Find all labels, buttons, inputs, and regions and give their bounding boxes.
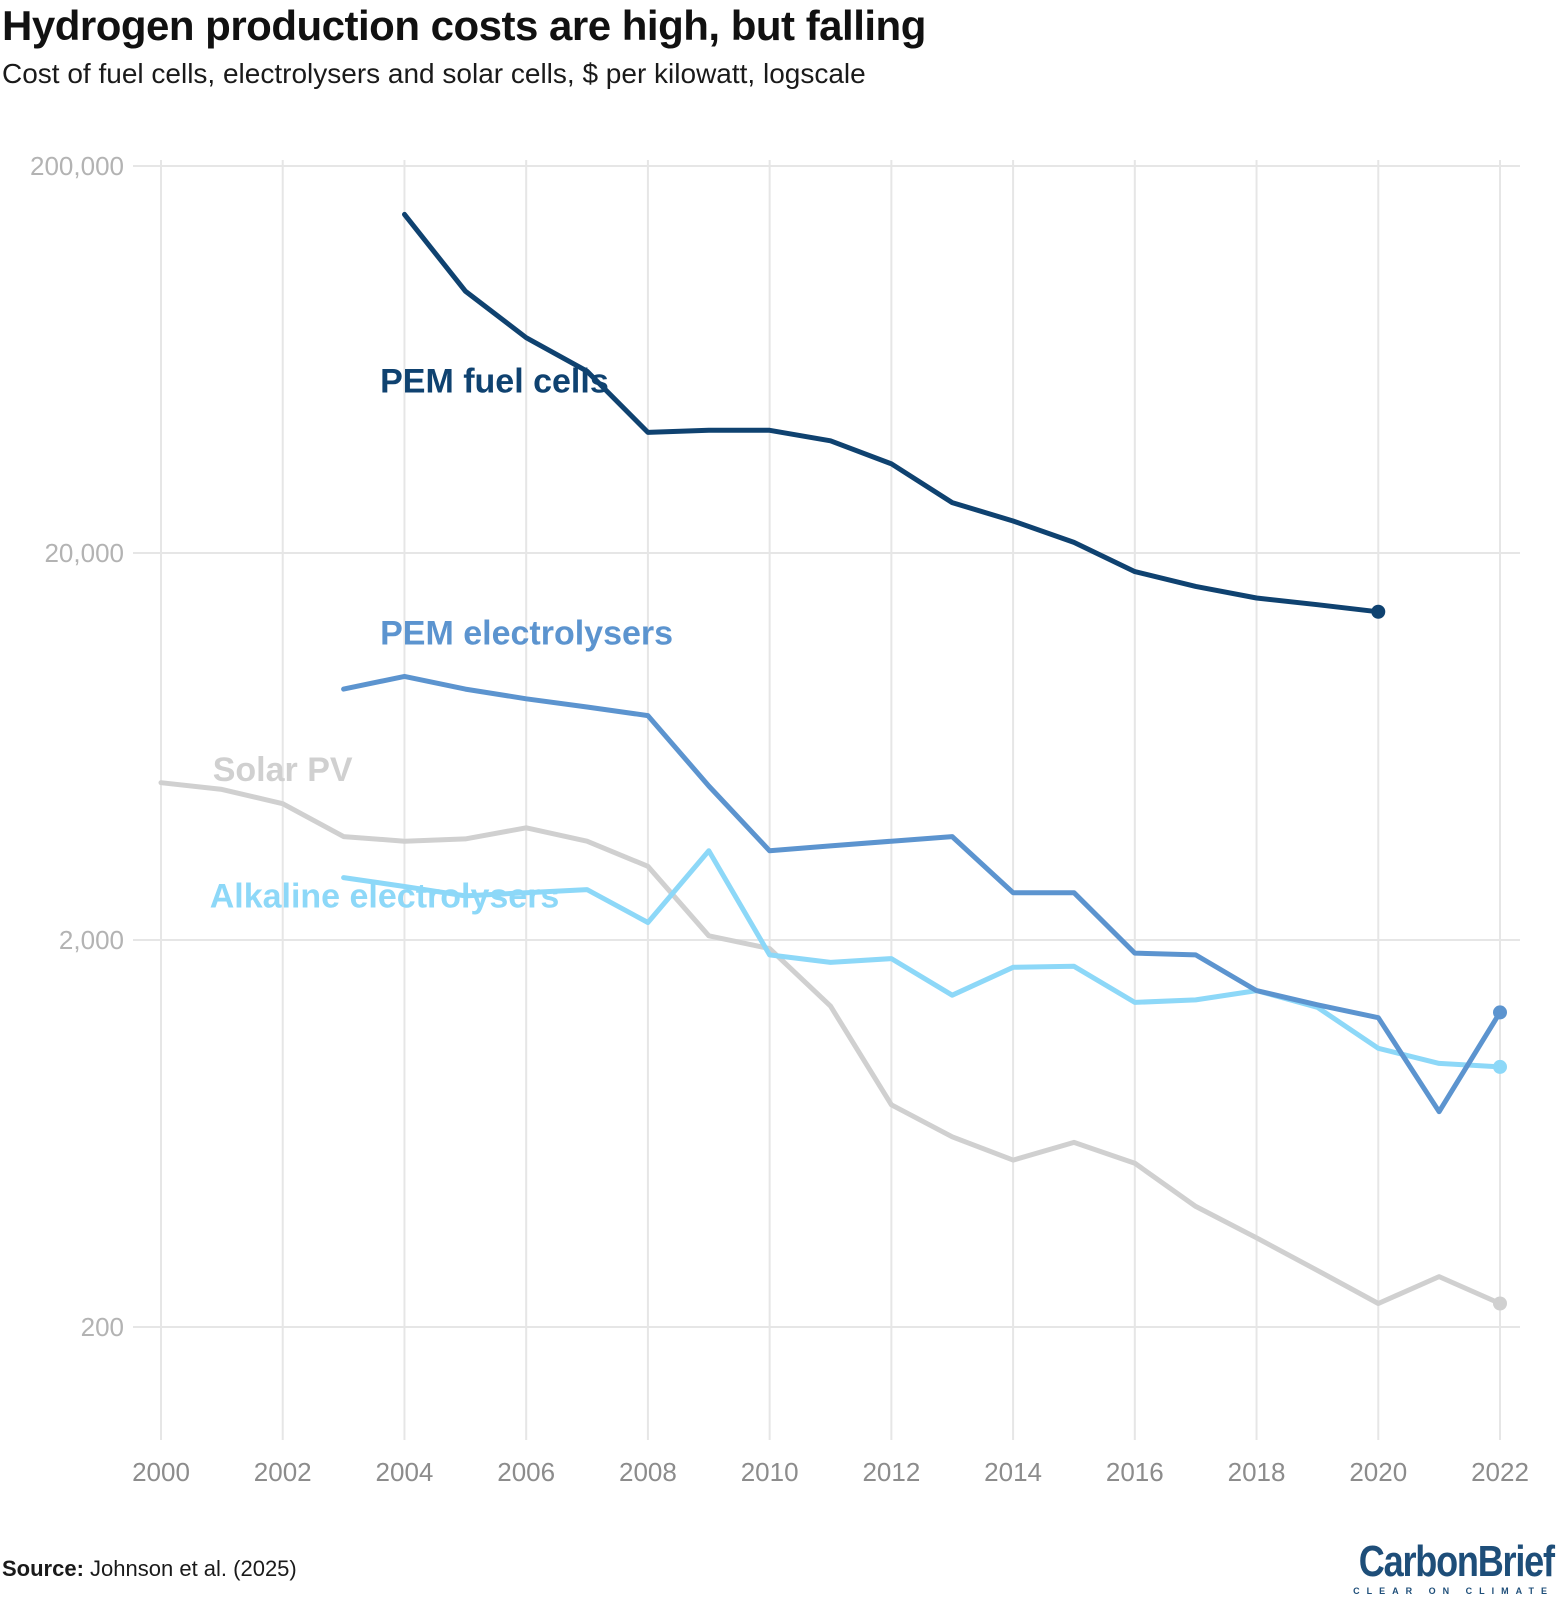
y-tick-label: 200,000: [30, 151, 124, 181]
x-tick-label: 2010: [741, 1457, 799, 1487]
carbonbrief-logo: CarbonBrief CLEAR ON CLIMATE: [1316, 1537, 1555, 1597]
chart-title: Hydrogen production costs are high, but …: [2, 2, 926, 49]
series-endpoint-pem-electrolysers: [1493, 1005, 1507, 1020]
x-tick-label: 2006: [497, 1457, 555, 1487]
x-tick-label: 2012: [862, 1457, 920, 1487]
series-line-solar-pv: [158, 780, 1503, 1306]
source-note: Source: Johnson et al. (2025): [2, 1556, 297, 1582]
series-label-alkaline-electrolysers: Alkaline electrolysers: [210, 877, 560, 915]
series-endpoint-solar-pv: [1493, 1296, 1507, 1311]
x-tick-label: 2018: [1228, 1457, 1286, 1487]
y-axis-ticks: 200 2,000 20,000 200,000: [30, 151, 124, 1342]
series-endpoint-pem-fuel-cells: [1371, 604, 1386, 619]
series-line-pem-fuel-cells: [402, 211, 1381, 615]
source-text: Johnson et al. (2025): [90, 1556, 297, 1581]
logo-tagline: CLEAR ON CLIMATE: [1353, 1586, 1554, 1596]
logo-wordmark: CarbonBrief: [1359, 1537, 1555, 1586]
series-label-solar-pv: Solar PV: [213, 751, 353, 789]
x-tick-label: 2002: [254, 1457, 312, 1487]
x-axis-ticks: 2000 2002 2004 2006 2008 2010 2012 2014 2016 2018…: [132, 1457, 1529, 1487]
chart-subtitle: Cost of fuel cells, electrolysers and so…: [2, 58, 866, 89]
series-labels: PEM fuel cells PEM electrolysers Solar PV A…: [210, 362, 673, 915]
x-tick-label: 2008: [619, 1457, 677, 1487]
series-line-pem-electrolysers: [341, 673, 1503, 1115]
series-lines: [158, 211, 1507, 1311]
y-tick-label: 200: [81, 1312, 124, 1342]
x-tick-label: 2004: [376, 1457, 434, 1487]
x-tick-label: 2016: [1106, 1457, 1164, 1487]
x-tick-label: 2000: [132, 1457, 190, 1487]
x-tick-label: 2020: [1349, 1457, 1407, 1487]
series-label-pem-fuel-cells: PEM fuel cells: [380, 362, 609, 400]
grid-lines: [133, 160, 1520, 1440]
source-label: Source:: [2, 1556, 84, 1581]
x-tick-label: 2014: [984, 1457, 1042, 1487]
x-tick-label: 2022: [1471, 1457, 1529, 1487]
series-endpoint-alkaline-electrolysers: [1493, 1059, 1507, 1074]
series-label-pem-electrolysers: PEM electrolysers: [380, 615, 673, 653]
y-tick-label: 20,000: [44, 538, 124, 568]
y-tick-label: 2,000: [59, 925, 124, 955]
